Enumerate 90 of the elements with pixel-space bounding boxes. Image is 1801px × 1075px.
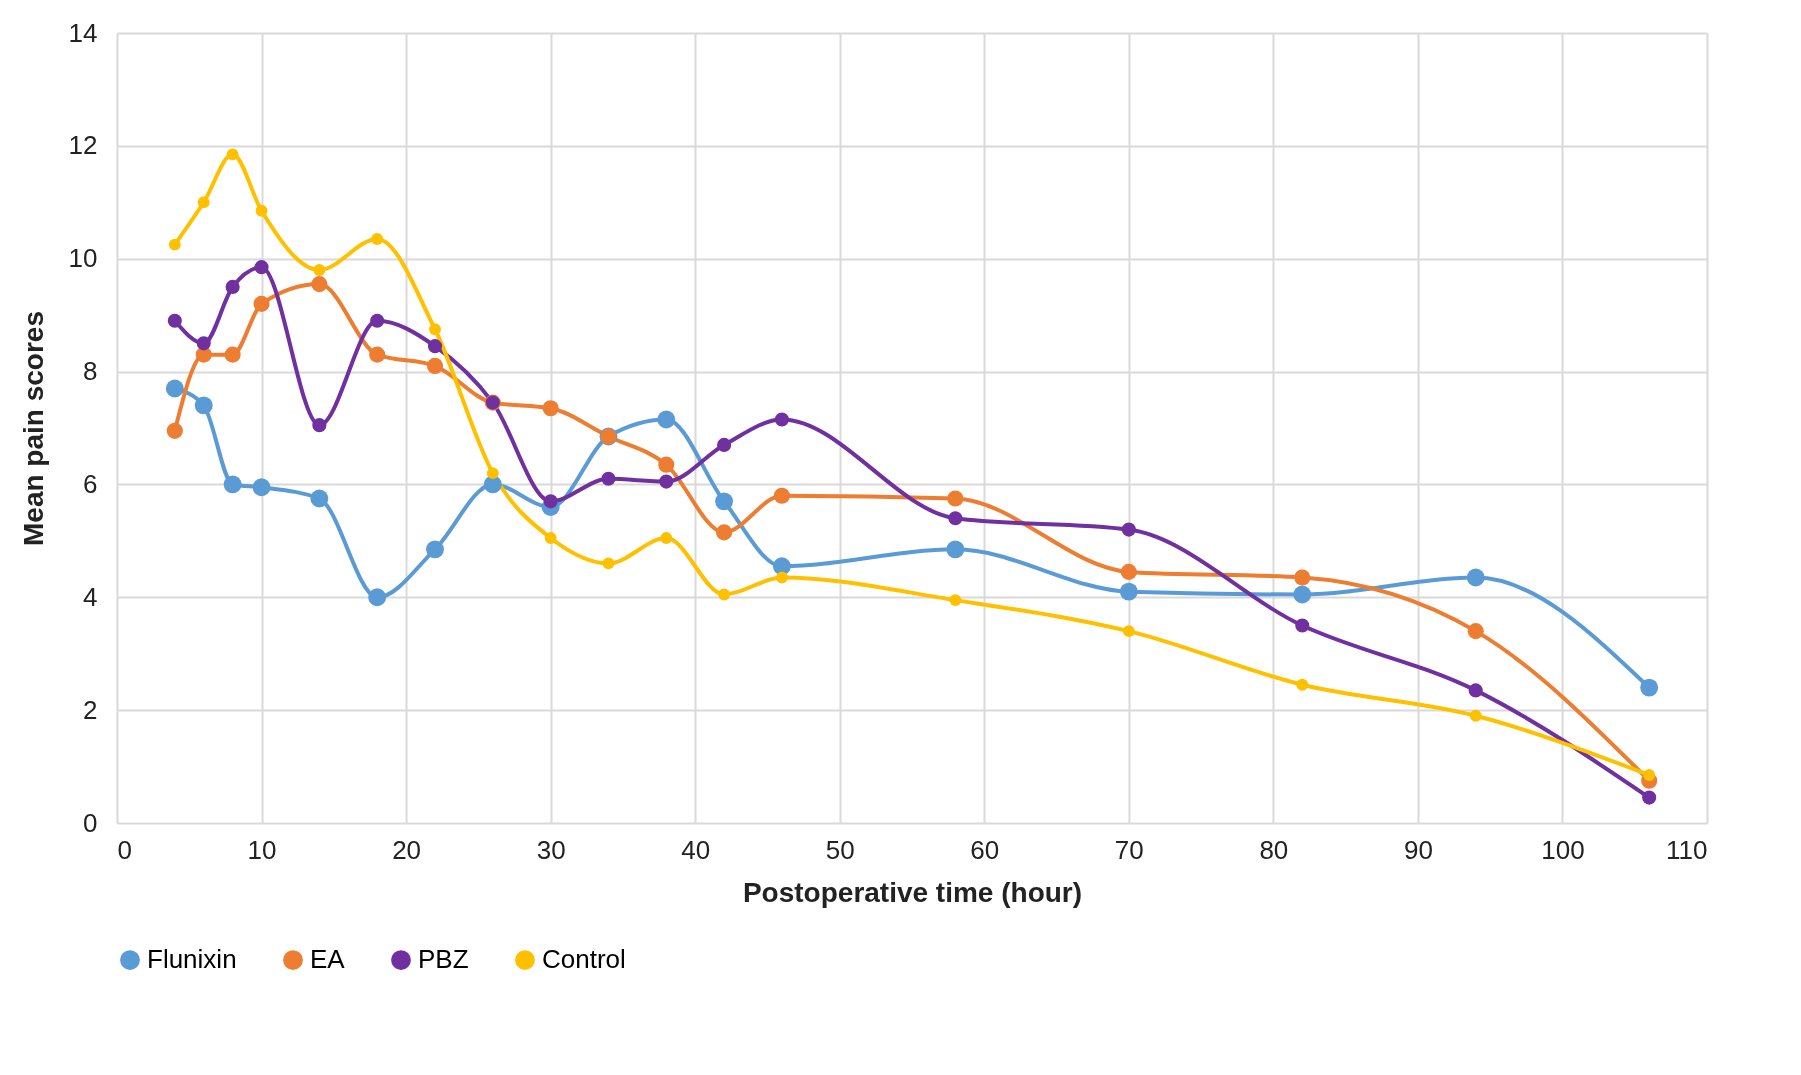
legend-label: Control xyxy=(542,944,626,975)
point xyxy=(225,279,240,294)
point xyxy=(602,557,615,570)
x-axis-title: Postoperative time (hour) xyxy=(742,876,1083,908)
point xyxy=(426,540,444,559)
point xyxy=(197,196,210,209)
point xyxy=(775,571,788,584)
point xyxy=(1294,569,1311,586)
point xyxy=(718,588,731,601)
point xyxy=(543,494,558,509)
point xyxy=(658,456,675,473)
point xyxy=(369,346,386,363)
point xyxy=(196,336,211,351)
point xyxy=(253,295,270,312)
point xyxy=(1642,790,1657,805)
x-tick-label: 110 xyxy=(1666,834,1708,865)
point xyxy=(948,511,963,526)
point xyxy=(1120,563,1137,580)
x-tick-label: 50 xyxy=(825,834,855,865)
y-axis-title: Mean pain scores xyxy=(17,311,49,546)
point xyxy=(252,478,271,497)
y-tick-label: 8 xyxy=(83,356,98,387)
point xyxy=(370,313,385,328)
x-tick-label: 40 xyxy=(681,834,711,865)
x-tick-label: 0 xyxy=(117,834,132,865)
x-tick-label: 70 xyxy=(1114,834,1144,865)
point xyxy=(312,418,327,433)
point xyxy=(1467,623,1484,640)
point xyxy=(601,471,616,486)
point xyxy=(1643,769,1656,781)
point xyxy=(255,204,268,217)
point xyxy=(1122,625,1135,638)
legend-label: PBZ xyxy=(418,944,469,975)
point xyxy=(946,540,965,559)
point xyxy=(773,487,790,504)
point xyxy=(772,557,791,576)
point xyxy=(717,437,732,452)
point xyxy=(1469,709,1482,722)
point xyxy=(313,264,326,276)
x-tick-label: 30 xyxy=(536,834,566,865)
point xyxy=(947,490,964,507)
point xyxy=(1121,522,1136,537)
point xyxy=(1466,568,1485,587)
point xyxy=(715,492,734,511)
point xyxy=(168,238,181,251)
point xyxy=(542,400,559,417)
y-tick-label: 14 xyxy=(68,17,98,48)
point xyxy=(1295,618,1310,633)
point xyxy=(165,379,184,398)
point xyxy=(657,410,676,429)
point xyxy=(659,474,674,489)
legend-label: EA xyxy=(310,944,346,975)
y-tick-label: 6 xyxy=(83,468,98,499)
point xyxy=(1640,678,1659,697)
point xyxy=(368,588,387,607)
y-tick-label: 12 xyxy=(68,130,98,161)
point xyxy=(949,594,962,607)
point xyxy=(311,276,328,293)
y-tick-label: 2 xyxy=(83,694,98,725)
point xyxy=(774,412,789,427)
point xyxy=(223,475,242,494)
legend-label: Flunixin xyxy=(147,944,237,975)
point xyxy=(1296,678,1309,691)
point xyxy=(194,396,213,415)
y-tick-label: 4 xyxy=(83,581,98,612)
point xyxy=(1293,585,1312,604)
y-tick-label: 10 xyxy=(68,243,98,274)
point xyxy=(716,524,733,541)
point xyxy=(254,260,269,275)
point xyxy=(310,489,329,508)
point xyxy=(371,233,384,245)
x-tick-label: 80 xyxy=(1259,834,1289,865)
point xyxy=(1468,683,1483,698)
x-tick-label: 10 xyxy=(247,834,277,865)
point xyxy=(1119,582,1138,601)
y-tick-label: 0 xyxy=(83,807,98,838)
point xyxy=(226,148,239,161)
point xyxy=(429,323,441,336)
point xyxy=(544,532,557,544)
x-tick-label: 100 xyxy=(1541,834,1585,865)
point xyxy=(224,346,241,363)
point xyxy=(660,532,673,544)
point xyxy=(166,422,183,439)
point xyxy=(427,339,443,354)
x-tick-label: 90 xyxy=(1403,834,1433,865)
point xyxy=(486,467,499,480)
point xyxy=(167,313,182,328)
x-tick-label: 20 xyxy=(392,834,422,865)
x-tick-label: 60 xyxy=(970,834,1000,865)
point xyxy=(426,357,444,374)
